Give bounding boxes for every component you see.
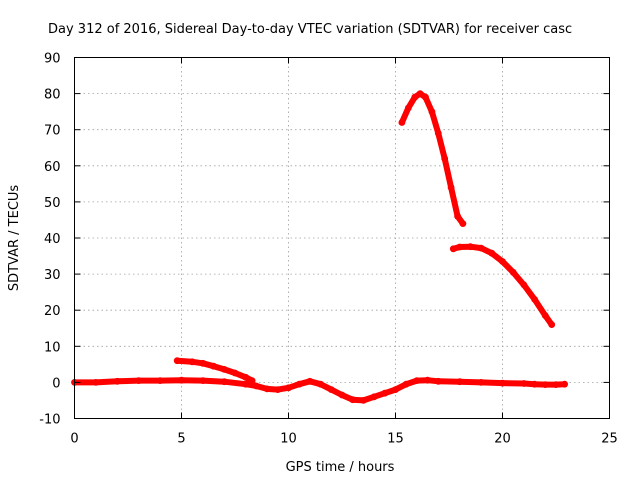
data-point [210, 362, 218, 370]
x-axis-label: GPS time / hours [286, 460, 395, 475]
y-tick-label: 0 [52, 376, 60, 391]
data-point [467, 243, 474, 251]
data-point [520, 281, 528, 289]
data-point [199, 377, 207, 384]
series-layer [71, 90, 568, 404]
y-tick-label: 60 [44, 160, 61, 175]
data-point [411, 93, 419, 101]
x-tick-label: 0 [70, 432, 78, 447]
y-tick-label: 20 [44, 304, 61, 319]
y-tick-label: -10 [39, 413, 60, 428]
data-point [434, 129, 442, 137]
y-tick-label: 10 [44, 340, 61, 355]
data-point [488, 249, 496, 257]
data-point [422, 93, 429, 101]
data-point [220, 366, 228, 373]
x-axis: 0 5 10 15 20 25 [70, 57, 618, 447]
y-tick-label: 80 [44, 88, 61, 103]
data-point [456, 378, 464, 386]
data-point [242, 380, 250, 388]
data-point [306, 377, 314, 385]
data-point [360, 397, 367, 404]
data-point [392, 386, 399, 393]
data-point [156, 377, 164, 384]
data-point [416, 90, 424, 97]
data-point [413, 377, 421, 384]
data-point [248, 377, 256, 384]
x-tick-label: 20 [494, 432, 511, 447]
data-point [274, 386, 282, 393]
data-point [113, 377, 121, 385]
data-point [317, 380, 324, 388]
data-point [188, 358, 196, 366]
data-point [428, 108, 436, 116]
data-point [242, 373, 250, 381]
x-tick-label: 25 [601, 432, 618, 447]
data-point [370, 393, 378, 401]
y-tick-label: 30 [44, 268, 61, 283]
y-axis-label: SDTVAR / TECUs [7, 185, 22, 292]
data-point [404, 104, 412, 112]
data-point [541, 312, 549, 319]
data-point [178, 376, 185, 384]
data-point [499, 379, 506, 387]
data-point [295, 380, 303, 388]
data-point [459, 220, 467, 228]
chart-title: Day 312 of 2016, Sidereal Day-to-day VTE… [48, 22, 572, 37]
data-point [398, 119, 406, 126]
data-point [541, 381, 549, 388]
data-point [447, 184, 455, 191]
x-tick-label: 5 [177, 432, 185, 447]
y-axis: -10 0 10 20 30 40 50 60 70 80 90 [39, 52, 610, 428]
data-point [456, 243, 464, 251]
y-tick-label: 70 [44, 124, 61, 139]
data-point [349, 396, 357, 404]
data-point [477, 379, 485, 386]
data-point [531, 380, 538, 388]
data-point [253, 382, 260, 390]
data-point [285, 384, 292, 392]
data-point [449, 245, 457, 253]
grid [74, 57, 610, 419]
x-tick-label: 15 [387, 432, 404, 447]
data-point [499, 258, 506, 265]
x-tick-label: 10 [280, 432, 297, 447]
data-point [220, 378, 228, 386]
data-point [263, 385, 271, 393]
data-point [199, 359, 207, 367]
data-point [135, 377, 143, 384]
data-point [477, 244, 485, 252]
data-point [424, 376, 431, 384]
y-tick-label: 40 [44, 232, 61, 247]
data-point [434, 377, 442, 385]
data-point [338, 391, 346, 399]
data-point [509, 268, 517, 276]
y-tick-label: 90 [44, 52, 61, 67]
data-point [92, 379, 100, 386]
data-point [173, 357, 181, 365]
data-point [520, 380, 528, 387]
data-point [327, 386, 335, 393]
data-point [381, 389, 389, 397]
data-point [454, 212, 461, 220]
data-point [231, 369, 239, 377]
data-point [402, 380, 410, 388]
data-point [531, 296, 538, 303]
y-tick-label: 50 [44, 196, 61, 211]
data-point [548, 321, 556, 328]
data-point [441, 155, 449, 163]
data-point [561, 380, 568, 388]
data-point [552, 381, 560, 388]
